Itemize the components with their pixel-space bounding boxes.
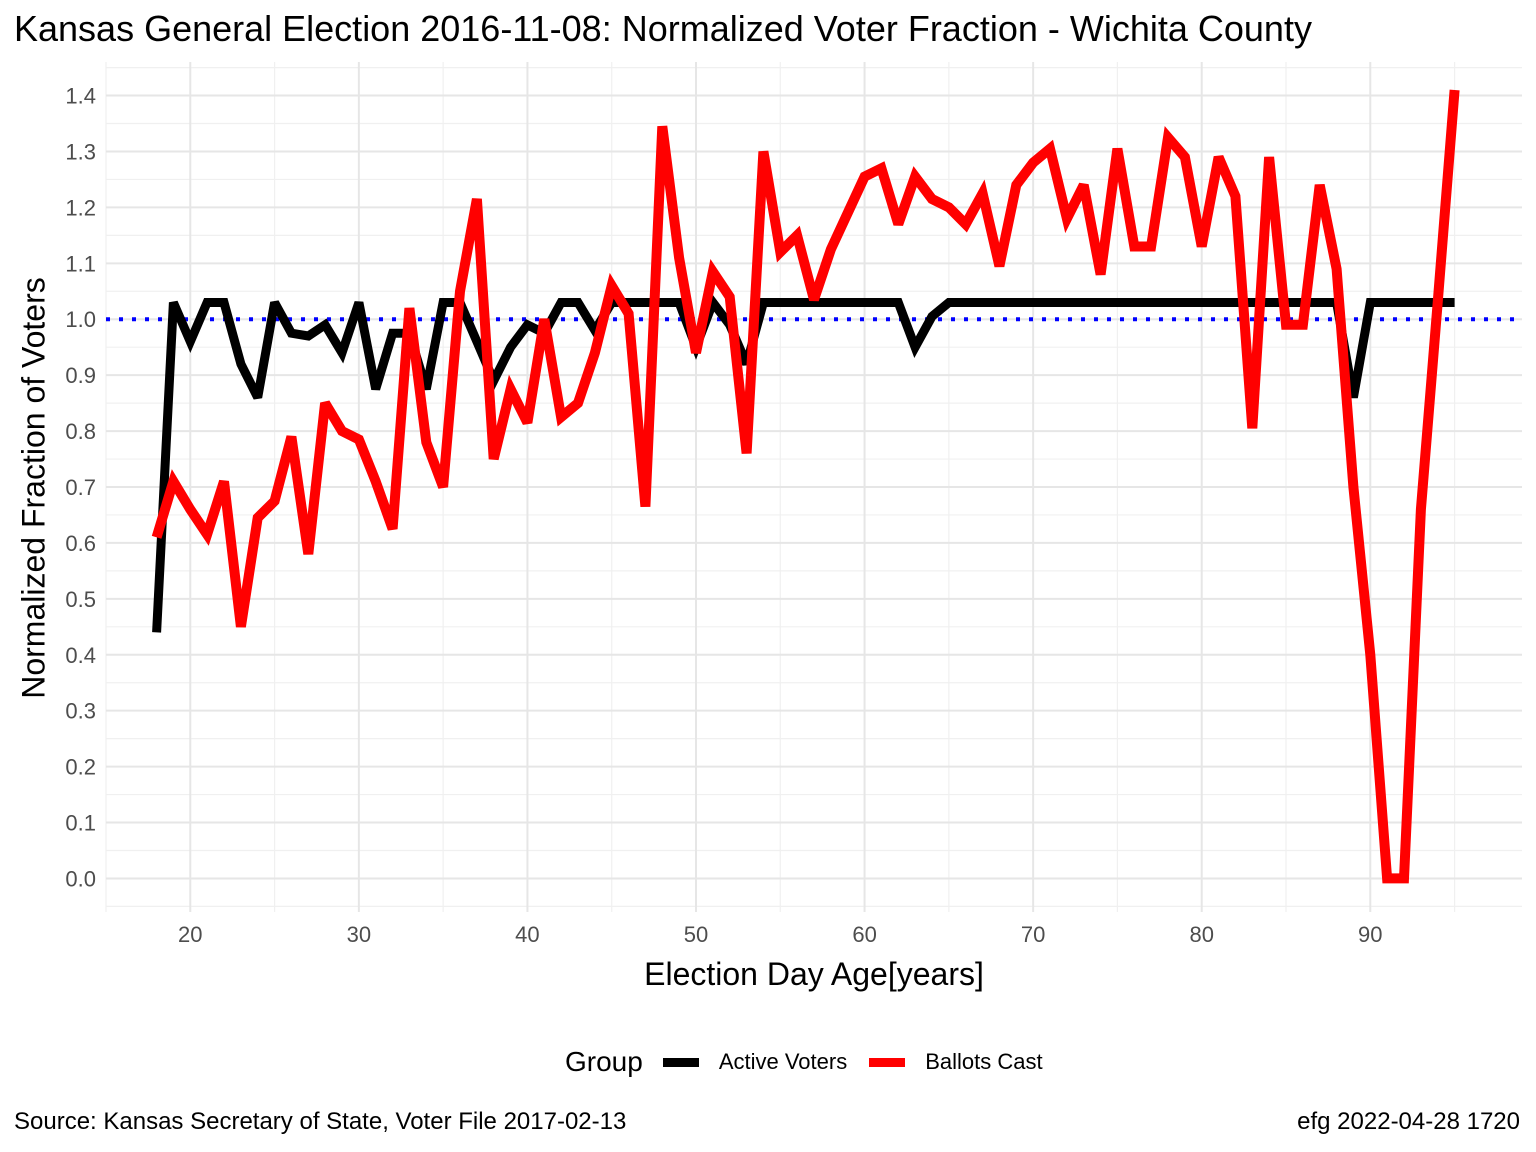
y-tick-label: 1.3 (65, 139, 96, 164)
credit-caption: efg 2022-04-28 1720 (1297, 1108, 1520, 1135)
x-tick-label: 50 (684, 922, 708, 947)
y-tick-label: 0.2 (65, 755, 96, 780)
y-tick-label: 0.9 (65, 363, 96, 388)
x-tick-label: 40 (515, 922, 539, 947)
chart-title: Kansas General Election 2016-11-08: Norm… (14, 8, 1312, 49)
source-caption: Source: Kansas Secretary of State, Voter… (14, 1108, 627, 1135)
x-tick-label: 80 (1189, 922, 1213, 947)
y-tick-label: 0.0 (65, 866, 96, 891)
y-tick-label: 1.4 (65, 84, 96, 109)
legend-label-ballots-cast: Ballots Cast (925, 1049, 1043, 1074)
legend-item-ballots-cast: Ballots Cast (869, 1049, 1043, 1075)
legend-key-ballots-cast (869, 1057, 906, 1067)
y-tick-label: 0.1 (65, 811, 96, 836)
y-tick-label: 0.8 (65, 419, 96, 444)
legend-title: Group (565, 1046, 643, 1077)
x-tick-label: 60 (852, 922, 876, 947)
y-tick-label: 0.3 (65, 699, 96, 724)
legend-key-active-voters (662, 1057, 699, 1067)
y-axis-label: Normalized Fraction of Voters (15, 277, 52, 699)
legend: Group Active Voters Ballots Cast (565, 1044, 1065, 1080)
y-tick-label: 0.6 (65, 531, 96, 556)
y-tick-label: 0.5 (65, 587, 96, 612)
y-tick-label: 0.4 (65, 643, 96, 668)
x-tick-label: 30 (347, 922, 371, 947)
x-tick-label: 90 (1358, 922, 1382, 947)
y-tick-label: 0.7 (65, 475, 96, 500)
series-lines (151, 89, 1460, 884)
tick-labels: 20 30 40 50 60 70 80 90 0.0 0.1 0.2 0.3 0.4 0.5 0.6 0.7… (65, 84, 1382, 947)
x-tick-label: 20 (178, 922, 202, 947)
series-line-ballots-cast (151, 89, 1460, 884)
y-tick-label: 1.0 (65, 307, 96, 332)
x-tick-label: 70 (1021, 922, 1045, 947)
x-axis-label: Election Day Age[years] (644, 956, 984, 992)
minor-gridlines (105, 62, 1522, 912)
y-tick-label: 1.1 (65, 251, 96, 276)
legend-item-active-voters: Active Voters (662, 1049, 848, 1075)
y-tick-label: 1.2 (65, 195, 96, 220)
legend-label-active-voters: Active Voters (718, 1049, 848, 1074)
